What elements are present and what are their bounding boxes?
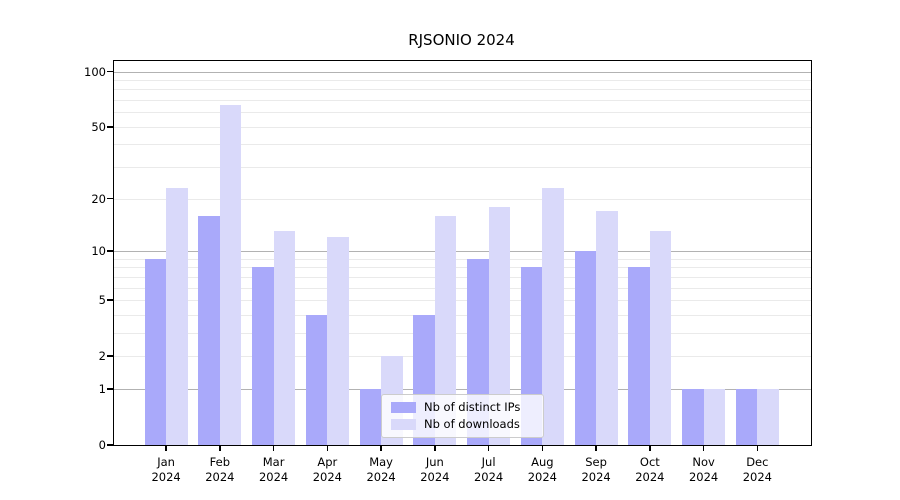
minor-gridline <box>114 100 811 102</box>
x-axis-tick <box>380 445 382 451</box>
bar-distinct-ips-dec <box>735 388 758 445</box>
x-tick-label-feb: Feb 2024 <box>205 455 235 484</box>
x-axis-tick <box>649 445 651 451</box>
minor-gridline <box>114 144 811 146</box>
y-tick-label: 2 <box>98 349 106 364</box>
x-axis-tick <box>219 445 221 451</box>
bar-downloads-jan <box>166 187 188 445</box>
bar-distinct-ips-oct <box>628 267 650 445</box>
y-axis-tick <box>107 197 114 200</box>
x-axis-tick <box>326 445 329 451</box>
bar-downloads-mar <box>273 231 296 445</box>
bar-distinct-ips-nov <box>682 388 704 445</box>
minor-gridline <box>114 314 811 316</box>
minor-gridline <box>114 126 811 128</box>
y-axis-tick <box>107 355 114 357</box>
x-tick-label-may: May 2024 <box>366 455 396 484</box>
legend-entry-distinct-ips: Nb of distinct IPs <box>382 401 543 414</box>
y-axis-tick <box>107 250 114 252</box>
minor-gridline <box>114 356 811 358</box>
minor-gridline <box>114 287 811 289</box>
y-tick-label: 5 <box>98 292 106 307</box>
bar-downloads-dec <box>757 388 779 445</box>
minor-gridline <box>114 79 811 81</box>
y-tick-label: 50 <box>91 119 106 134</box>
bar-distinct-ips-mar <box>252 267 274 445</box>
y-axis-tick <box>107 70 114 73</box>
y-axis-tick <box>107 126 114 128</box>
legend-swatch-distinct-ips-icon <box>391 402 416 413</box>
x-tick-label-nov: Nov 2024 <box>688 455 719 484</box>
bar-downloads-sep <box>596 211 618 445</box>
minor-gridline <box>114 89 811 91</box>
chart-title: RJSONIO 2024 <box>408 31 515 49</box>
minor-gridline <box>114 258 811 260</box>
x-tick-label-jul: Jul 2024 <box>473 455 504 484</box>
minor-gridline <box>114 332 811 334</box>
x-axis-tick <box>434 445 436 451</box>
bar-downloads-feb <box>219 104 242 445</box>
chart-legend: Nb of distinct IPs Nb of downloads <box>381 394 544 438</box>
minor-gridline <box>114 112 811 114</box>
bar-distinct-ips-jan <box>144 258 167 445</box>
x-tick-label-apr: Apr 2024 <box>312 455 342 484</box>
x-axis-tick <box>165 445 167 451</box>
x-axis-tick <box>272 445 275 451</box>
x-axis-tick <box>756 445 759 451</box>
minor-gridline <box>114 276 811 278</box>
major-gridline <box>114 71 811 73</box>
x-axis-tick <box>487 445 490 451</box>
x-axis-tick <box>541 445 544 451</box>
bar-downloads-nov <box>703 388 726 445</box>
y-tick-label: 0 <box>98 438 106 452</box>
x-tick-label-dec: Dec 2024 <box>742 455 772 484</box>
minor-gridline <box>114 198 811 200</box>
major-gridline <box>114 388 811 390</box>
bar-distinct-ips-sep <box>574 250 597 445</box>
x-tick-label-mar: Mar 2024 <box>258 455 289 484</box>
y-tick-label: 20 <box>91 191 106 206</box>
x-tick-label-jan: Jan 2024 <box>151 455 181 484</box>
y-tick-label: 10 <box>91 243 106 258</box>
y-tick-label: 100 <box>84 64 106 79</box>
legend-label-distinct-ips: Nb of distinct IPs <box>424 400 521 414</box>
bar-downloads-oct <box>649 231 672 445</box>
bar-distinct-ips-apr <box>305 314 328 445</box>
minor-gridline <box>114 167 811 169</box>
bar-distinct-ips-may <box>359 388 382 445</box>
bar-distinct-ips-feb <box>198 215 220 445</box>
legend-label-downloads: Nb of downloads <box>424 417 520 431</box>
minor-gridline <box>114 267 811 269</box>
y-axis-tick <box>107 444 114 446</box>
x-axis-tick <box>702 445 705 451</box>
y-axis-tick <box>107 299 114 301</box>
plot-area: 100 50 20 10 5 2 1 0 Jan 2024 Feb 2024 Mar 2024 Apr… <box>84 60 812 484</box>
y-axis-tick <box>107 388 114 390</box>
bar-downloads-jun <box>434 215 457 445</box>
legend-swatch-downloads-icon <box>391 419 416 430</box>
x-axis-tick <box>595 445 597 451</box>
y-tick-label: 1 <box>98 381 106 396</box>
major-gridline <box>114 250 811 252</box>
minor-gridline <box>114 299 811 301</box>
x-tick-label-sep: Sep 2024 <box>581 455 611 484</box>
bar-downloads-apr <box>327 237 349 445</box>
x-tick-label-jun: Jun 2024 <box>420 455 450 484</box>
x-tick-label-oct: Oct 2024 <box>635 455 665 484</box>
x-tick-label-aug: Aug 2024 <box>527 455 557 484</box>
bar-downloads-aug <box>542 187 564 445</box>
bar-downloads-jul <box>488 206 511 445</box>
legend-entry-downloads: Nb of downloads <box>382 418 543 431</box>
